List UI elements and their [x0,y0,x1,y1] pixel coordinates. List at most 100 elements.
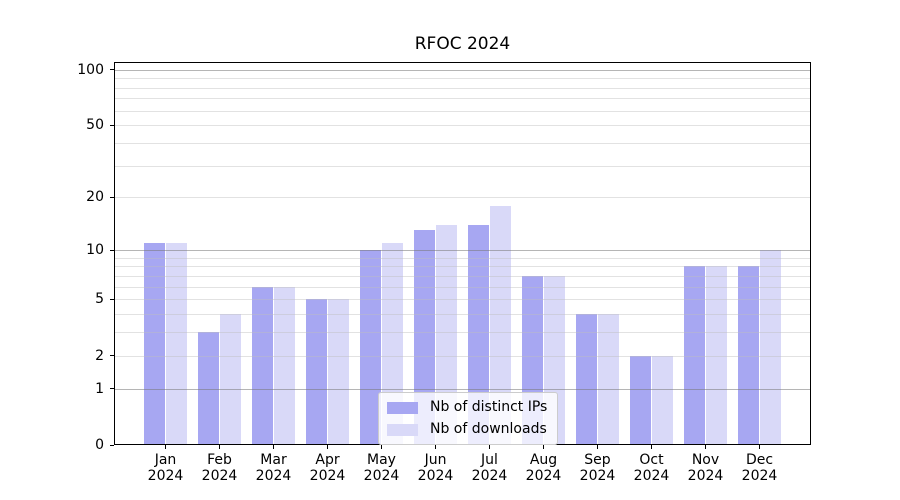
y-tick [110,124,114,126]
x-tick [273,445,274,449]
x-tick [219,445,220,449]
gridline-minor [114,143,811,144]
legend-label-distinct-ips: Nb of distinct IPs [430,399,548,415]
y-tick-label: 0 [95,437,104,453]
y-tick [110,298,114,300]
bar-nb-of-downloads-jan [165,242,188,445]
y-tick-label: 2 [95,347,104,364]
x-tick-year: 2024 [363,468,400,484]
gridline-minor [114,110,811,112]
bar-nb-of-distinct-ips-sep [575,314,598,445]
x-tick [165,445,166,449]
x-tick-month: Oct [639,452,664,468]
bar-nb-of-distinct-ips-may [359,250,382,445]
bar-nb-of-distinct-ips-jul [467,224,490,445]
x-tick-month: Feb [207,452,232,468]
bar-nb-of-distinct-ips-apr [305,299,328,445]
bar-nb-of-downloads-nov [705,266,728,445]
y-tick-label: 1 [95,380,104,397]
legend-label-downloads: Nb of downloads [430,421,547,437]
x-tick-label: Sep 2024 [568,452,628,484]
bar-nb-of-downloads-jul [489,205,512,445]
x-tick [651,445,652,449]
bar-nb-of-downloads-oct [651,355,674,445]
y-tick-label: 100 [77,61,104,78]
gridline-minor [114,314,811,316]
gridline-minor [114,78,811,80]
gridline-minor [114,266,811,268]
bar-nb-of-downloads-apr [327,299,350,445]
legend-swatch-distinct-ips [387,401,418,414]
gridline-minor [114,98,811,100]
bar-nb-of-downloads-jun [435,224,458,445]
gridline-minor [114,332,811,334]
gridline-minor [114,286,811,288]
bar-nb-of-distinct-ips-jun [413,230,436,445]
x-tick-label: Mar 2024 [244,452,304,484]
y-tick-label: 10 [86,242,104,258]
gridline-minor [114,197,811,199]
bar-nb-of-downloads-mar [273,286,296,445]
y-tick [110,444,114,446]
x-tick [759,445,760,449]
bar-nb-of-distinct-ips-nov [683,266,706,445]
legend-item-downloads: Nb of downloads [387,421,547,438]
grid-layer [114,62,811,445]
x-tick-year: 2024 [309,468,346,484]
y-tick-label: 50 [86,117,104,134]
y-tick [110,355,114,357]
x-tick-month: Jan [154,452,177,468]
gridline-minor [114,275,811,277]
y-tick [110,196,114,198]
x-tick-month: Nov [691,452,720,468]
x-tick [543,445,544,449]
y-tick-label: 20 [86,189,104,206]
x-tick [489,445,490,449]
bar-nb-of-downloads-sep [597,314,620,445]
x-tick-label: Aug 2024 [514,452,574,484]
gridline-minor [114,87,811,89]
x-tick-label: Oct 2024 [622,452,682,484]
gridline-minor [114,257,811,259]
x-tick-label: Feb 2024 [190,452,250,484]
x-tick-label: Dec 2024 [730,452,790,484]
x-tick-month: Apr [315,452,340,468]
x-tick-year: 2024 [741,468,778,484]
legend-item-distinct-ips: Nb of distinct IPs [387,399,547,416]
x-tick-label: Jun 2024 [406,452,466,484]
x-tick [597,445,598,449]
x-tick-year: 2024 [471,468,508,484]
gridline-minor [114,125,811,127]
x-tick-year: 2024 [255,468,292,484]
gridline-minor [114,299,811,301]
bar-nb-of-distinct-ips-mar [251,286,274,445]
gridline-minor [114,165,811,167]
x-tick-label: Jul 2024 [460,452,520,484]
y-tick [110,69,114,71]
x-tick-year: 2024 [417,468,454,484]
x-tick-label: Apr 2024 [298,452,358,484]
bar-nb-of-downloads-dec [759,250,782,445]
x-tick-month: Aug [529,452,558,468]
legend: Nb of distinct IPs Nb of downloads [378,392,559,445]
x-tick [705,445,706,449]
chart-title: RFOC 2024 [414,34,511,54]
x-tick-year: 2024 [525,468,562,484]
x-tick-year: 2024 [147,468,184,484]
x-tick [327,445,328,449]
bar-nb-of-distinct-ips-jan [143,242,166,445]
y-tick [110,388,114,390]
gridline-minor [114,355,811,357]
bar-nb-of-distinct-ips-dec [737,266,760,445]
x-tick [381,445,382,449]
x-tick-month: Jul [481,452,498,468]
y-tick-label: 5 [95,291,104,308]
x-tick-month: May [367,452,396,468]
x-tick-label: Nov 2024 [676,452,736,484]
x-tick-month: Mar [260,452,287,468]
x-tick-year: 2024 [201,468,238,484]
x-tick-month: Sep [584,452,611,468]
x-tick-year: 2024 [687,468,724,484]
x-tick-month: Dec [745,452,774,468]
